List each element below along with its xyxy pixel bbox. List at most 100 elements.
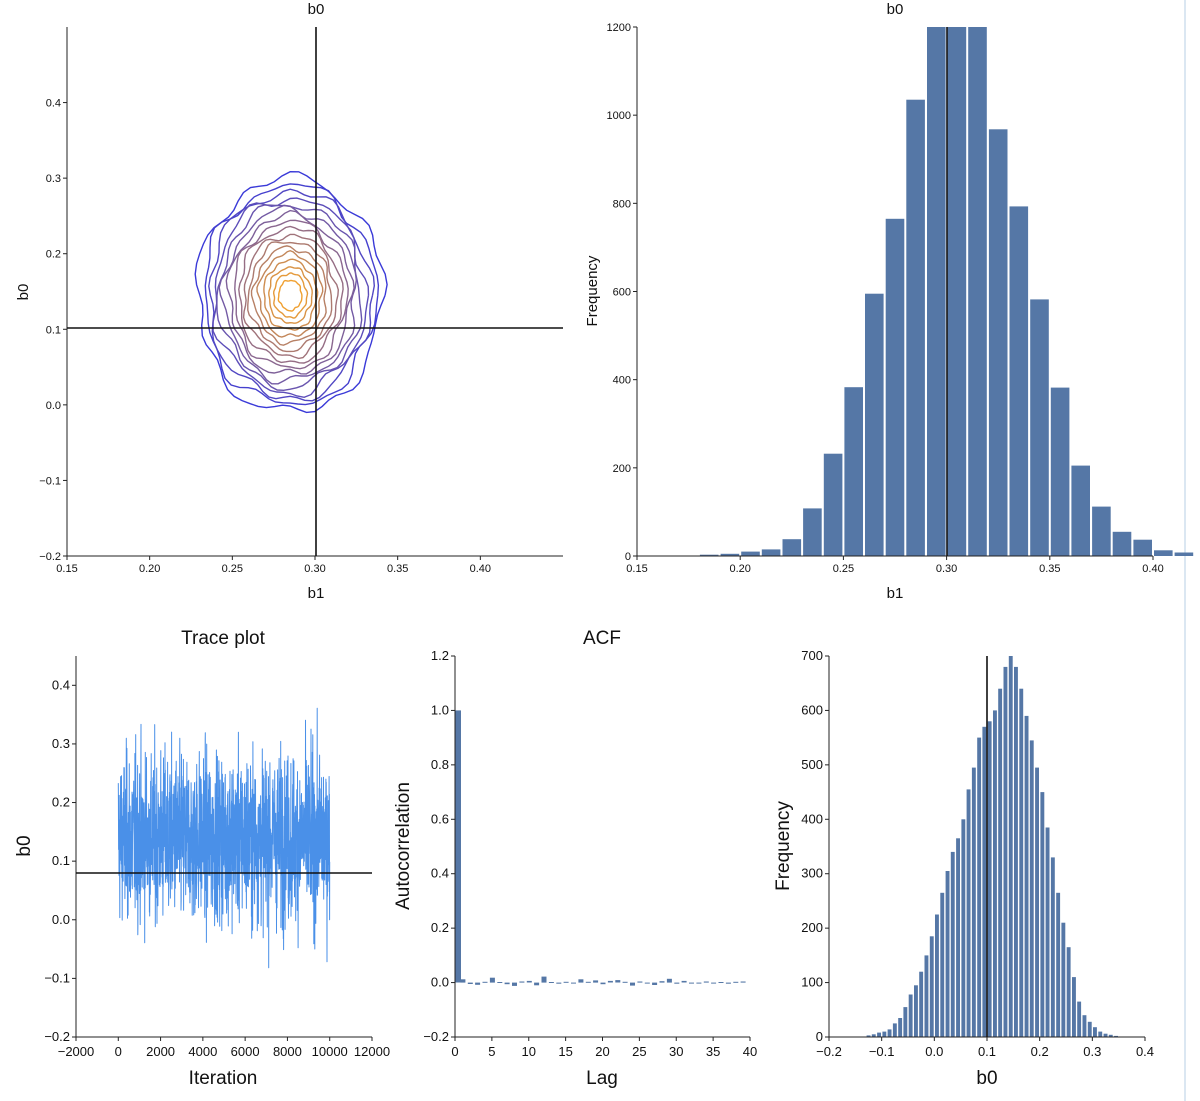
acf-bar: [556, 982, 562, 984]
y-tick-label: 1.0: [431, 702, 449, 717]
y-tick-label: 200: [613, 463, 631, 475]
trace-line: [117, 707, 331, 969]
x-tick-label: 8000: [273, 1044, 302, 1059]
histogram-bar: [1087, 1021, 1092, 1037]
histogram-bar: [1035, 767, 1039, 1037]
acf-bar: [644, 982, 650, 984]
x-tick-label: 4000: [188, 1044, 217, 1059]
histogram-bar: [947, 27, 967, 556]
y-tick-label: 0.3: [52, 736, 70, 751]
histogram-bar: [866, 1035, 871, 1037]
histogram-bar: [1082, 1015, 1087, 1037]
hist-b1-y-label: Frequency: [584, 255, 601, 326]
histogram-bar: [906, 99, 925, 556]
acf-bar: [703, 981, 709, 983]
acf-bar: [622, 981, 628, 983]
histogram-bar: [720, 553, 740, 556]
histogram-bar: [968, 27, 987, 556]
contour-line: [263, 258, 319, 331]
histogram-bar: [1114, 1035, 1118, 1037]
x-tick-label: 35: [706, 1044, 720, 1059]
acf-bar: [689, 982, 694, 984]
x-tick-label: 0.25: [222, 563, 243, 575]
x-tick-label: 0: [115, 1044, 122, 1059]
x-tick-label: 0.35: [1039, 563, 1060, 575]
acf-bar: [571, 982, 576, 984]
y-tick-label: 0.6: [431, 811, 449, 826]
contour-line: [256, 249, 324, 338]
x-tick-label: 10000: [312, 1044, 348, 1059]
x-tick-label: 0.30: [304, 563, 325, 575]
contour-line: [218, 204, 358, 385]
y-tick-label: 700: [801, 648, 823, 663]
histogram-bar: [1030, 299, 1049, 556]
acf-bar: [637, 981, 643, 983]
histogram-bar: [924, 955, 929, 1037]
y-tick-label: 0.0: [46, 400, 61, 412]
histogram-bar: [1050, 387, 1070, 556]
histogram-bar: [782, 539, 802, 556]
acf-bar: [460, 979, 466, 983]
histogram-bar: [993, 710, 997, 1037]
histogram-bar: [935, 914, 939, 1037]
histogram-bar: [988, 129, 1008, 557]
acf-x-label: Lag: [586, 1068, 618, 1089]
x-tick-label: 0.35: [387, 563, 408, 575]
contour-line: [268, 266, 313, 324]
acf-bar: [711, 982, 717, 984]
y-tick-label: 600: [613, 287, 631, 299]
histogram-bar: [1024, 715, 1029, 1037]
y-tick-label: −0.2: [39, 551, 61, 563]
x-tick-label: 0.30: [936, 563, 957, 575]
histogram-bar: [1112, 531, 1132, 556]
x-tick-label: 12000: [354, 1044, 390, 1059]
histogram-bar: [971, 767, 976, 1037]
acf-bar: [467, 982, 473, 984]
histogram-bar: [887, 1029, 892, 1037]
y-tick-label: 1200: [607, 22, 631, 34]
histogram-bar: [961, 819, 966, 1037]
histogram-bar: [898, 1018, 903, 1037]
acf-bar: [740, 981, 746, 983]
histogram-bar: [1061, 922, 1066, 1037]
y-tick-label: 0.1: [52, 853, 70, 868]
x-tick-label: −2000: [58, 1044, 95, 1059]
acf-bar: [681, 980, 687, 983]
x-tick-label: 6000: [231, 1044, 260, 1059]
histogram-bar: [977, 737, 982, 1037]
panel-hist-b0: 0 100 200 300 400 500 600 700 −0.2 −0.1 0.0 0.1 0.2…: [773, 648, 1154, 1089]
histogram-bar: [1071, 465, 1090, 556]
x-tick-label: 0.20: [729, 563, 750, 575]
acf-bar: [666, 978, 672, 983]
x-tick-label: 0.40: [1142, 563, 1163, 575]
panel-acf: ACF −0.2 0.0 0.2 0.4 0.6 0.8 1.0 1.2 0 5 10 15 20 25…: [393, 628, 757, 1089]
y-tick-label: 100: [801, 975, 823, 990]
acf-bar: [475, 982, 481, 985]
hist-b1-x-label: b1: [887, 585, 904, 602]
hist-b1-title: b0: [887, 1, 904, 18]
histogram-bar: [1050, 857, 1055, 1037]
acf-bar: [718, 982, 724, 983]
contour-line: [242, 233, 340, 360]
acf-bar: [541, 976, 547, 983]
hist-b0-x-label: b0: [976, 1068, 997, 1089]
trace-title: Trace plot: [181, 628, 265, 649]
acf-bar: [526, 980, 532, 983]
y-tick-label: 0.8: [431, 757, 449, 772]
y-tick-label: 1.2: [431, 648, 449, 663]
histogram-bar: [919, 971, 924, 1037]
contour-line: [225, 209, 355, 375]
x-tick-label: 10: [522, 1044, 536, 1059]
acf-bar: [578, 979, 584, 983]
y-tick-label: 0.2: [52, 795, 70, 810]
y-tick-label: 200: [801, 920, 823, 935]
histogram-bar: [1133, 539, 1152, 556]
panel-joint-contour: b0 −0.2 −0.1 0.0 0.1 0.2 0.3 0.4 0.15 0.20 0.25 0…: [15, 1, 563, 602]
x-tick-label: 0.20: [139, 563, 160, 575]
y-tick-label: 800: [613, 198, 631, 210]
histogram-bar: [940, 892, 945, 1037]
acf-bar: [733, 981, 739, 983]
acf-bars: [455, 710, 746, 986]
y-tick-label: −0.1: [39, 475, 61, 487]
